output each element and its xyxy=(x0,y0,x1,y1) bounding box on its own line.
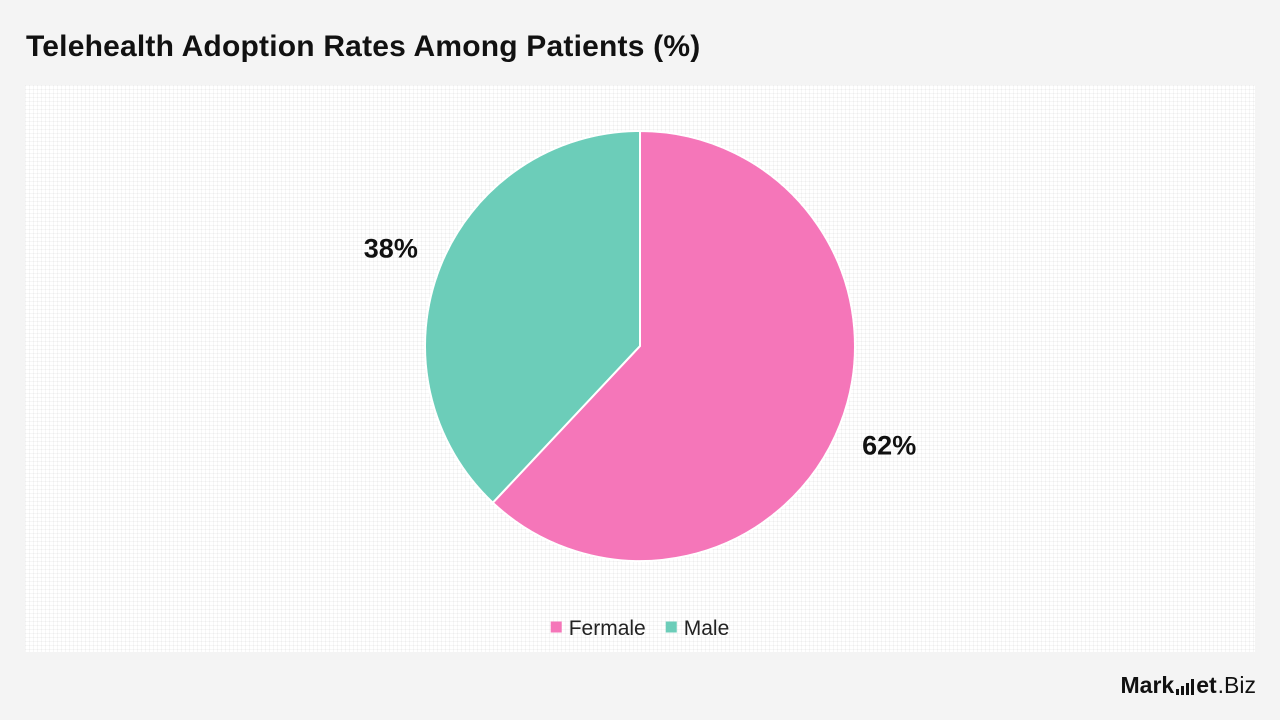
brand-name-part1: Mark xyxy=(1120,672,1175,698)
bar-chart-icon xyxy=(1176,679,1195,695)
legend-swatch-fermale xyxy=(550,621,562,633)
pie-slice-male xyxy=(424,129,641,505)
slice-label-fermale: 62% xyxy=(862,431,916,461)
brand-name-part3: .Biz xyxy=(1217,672,1256,698)
brand-name-part2: et xyxy=(1196,672,1217,698)
legend-label-fermale: Fermale xyxy=(569,617,646,640)
chart-title: Telehealth Adoption Rates Among Patients… xyxy=(26,30,701,63)
brand-logo: Mark et .Biz xyxy=(1121,672,1257,699)
pie-slice-fermale xyxy=(491,129,856,562)
legend-swatch-male xyxy=(665,621,677,633)
slice-label-male: 38% xyxy=(364,233,418,263)
legend-label-male: Male xyxy=(684,617,730,640)
